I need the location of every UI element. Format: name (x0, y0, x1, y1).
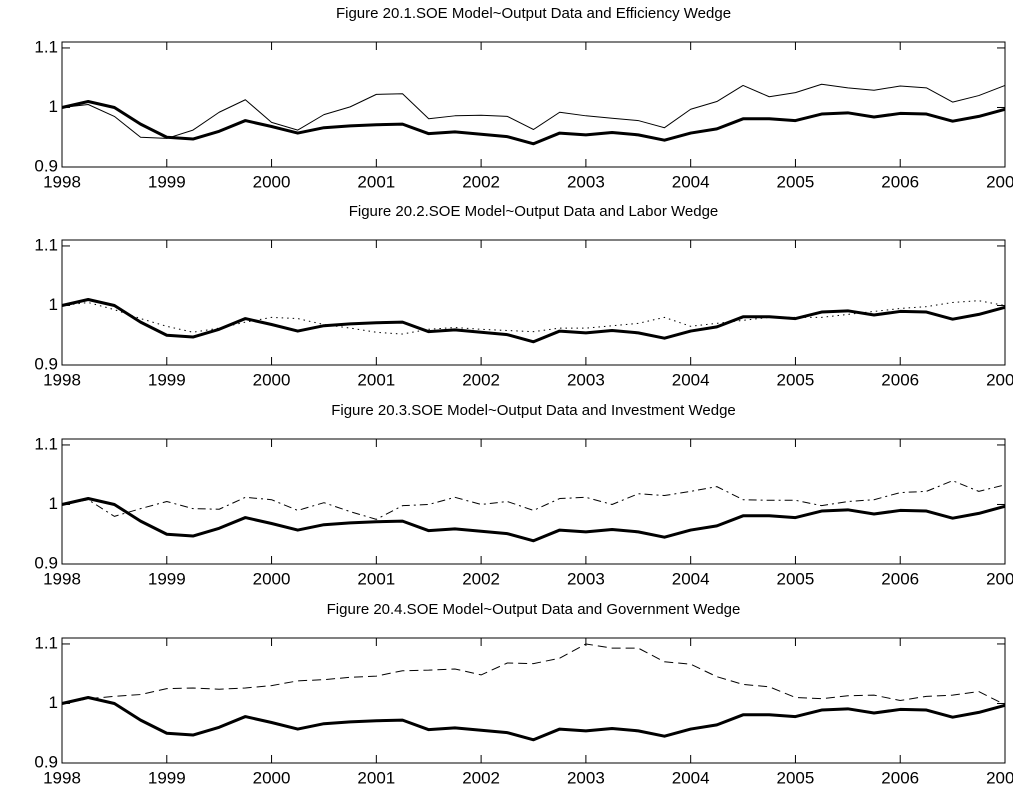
x-tick-label: 1998 (43, 569, 81, 588)
chart-title: Figure 20.2.SOE Model~Output Data and La… (349, 203, 719, 220)
x-tick-label: 2003 (567, 370, 605, 389)
x-tick-label: 1999 (148, 370, 186, 389)
subplot: Figure 20.1.SOE Model~Output Data and Ef… (34, 5, 1013, 192)
y-tick-label: 0.9 (34, 156, 58, 175)
subplot: Figure 20.4.SOE Model~Output Data and Go… (34, 601, 1013, 788)
series-line (61, 100, 1006, 146)
x-tick-label: 2003 (567, 768, 605, 787)
x-tick-label: 2000 (253, 370, 291, 389)
x-tick-label: 2006 (881, 370, 919, 389)
x-tick-label: 2004 (672, 569, 710, 588)
y-tick-label: 1.1 (34, 633, 58, 652)
chart-title: Figure 20.3.SOE Model~Output Data and In… (331, 402, 736, 419)
x-tick-label: 1998 (43, 768, 81, 787)
x-tick-label: 2002 (462, 768, 500, 787)
series-line (61, 696, 1006, 742)
y-tick-label: 0.9 (34, 354, 58, 373)
x-tick-label: 2007 (986, 172, 1013, 191)
plot-frame (61, 41, 1006, 168)
x-tick-label: 2005 (777, 370, 815, 389)
x-tick-label: 2006 (881, 768, 919, 787)
y-tick-label: 1.1 (34, 37, 58, 56)
x-tick-label: 2000 (253, 768, 291, 787)
series-line (61, 643, 1006, 706)
x-tick-label: 2000 (253, 569, 291, 588)
plot-frame (61, 239, 1006, 366)
series-line (61, 83, 1006, 139)
x-tick-label: 2007 (986, 569, 1013, 588)
subplot: Figure 20.2.SOE Model~Output Data and La… (34, 203, 1013, 390)
plot-frame (61, 438, 1006, 565)
x-tick-label: 1999 (148, 768, 186, 787)
subplot: Figure 20.3.SOE Model~Output Data and In… (34, 402, 1013, 589)
x-tick-label: 2004 (672, 172, 710, 191)
x-tick-label: 2006 (881, 172, 919, 191)
x-tick-label: 1999 (148, 172, 186, 191)
x-tick-label: 2003 (567, 172, 605, 191)
chart-title: Figure 20.1.SOE Model~Output Data and Ef… (336, 5, 731, 22)
x-tick-label: 2004 (672, 370, 710, 389)
x-tick-label: 2003 (567, 569, 605, 588)
x-tick-label: 2001 (357, 172, 395, 191)
x-tick-label: 2005 (777, 172, 815, 191)
x-tick-label: 1999 (148, 569, 186, 588)
x-tick-label: 2001 (357, 768, 395, 787)
y-tick-label: 0.9 (34, 752, 58, 771)
series-line (61, 298, 1006, 344)
x-tick-label: 1998 (43, 172, 81, 191)
y-tick-label: 1 (49, 693, 58, 712)
y-tick-label: 0.9 (34, 553, 58, 572)
x-tick-label: 2005 (777, 768, 815, 787)
x-tick-label: 2001 (357, 569, 395, 588)
x-tick-label: 2000 (253, 172, 291, 191)
x-tick-label: 2007 (986, 370, 1013, 389)
x-tick-label: 2004 (672, 768, 710, 787)
x-tick-label: 2002 (462, 370, 500, 389)
y-tick-label: 1 (49, 494, 58, 513)
x-tick-label: 2001 (357, 370, 395, 389)
plot-frame (61, 637, 1006, 764)
y-tick-label: 1.1 (34, 235, 58, 254)
y-tick-label: 1.1 (34, 434, 58, 453)
chart-title: Figure 20.4.SOE Model~Output Data and Go… (327, 601, 741, 618)
series-line (61, 497, 1006, 543)
series-line (61, 480, 1006, 520)
y-tick-label: 1 (49, 295, 58, 314)
x-tick-label: 2002 (462, 172, 500, 191)
y-tick-label: 1 (49, 97, 58, 116)
x-tick-label: 2005 (777, 569, 815, 588)
x-tick-label: 2007 (986, 768, 1013, 787)
x-tick-label: 1998 (43, 370, 81, 389)
x-tick-label: 2002 (462, 569, 500, 588)
x-tick-label: 2006 (881, 569, 919, 588)
series-line (61, 300, 1006, 335)
